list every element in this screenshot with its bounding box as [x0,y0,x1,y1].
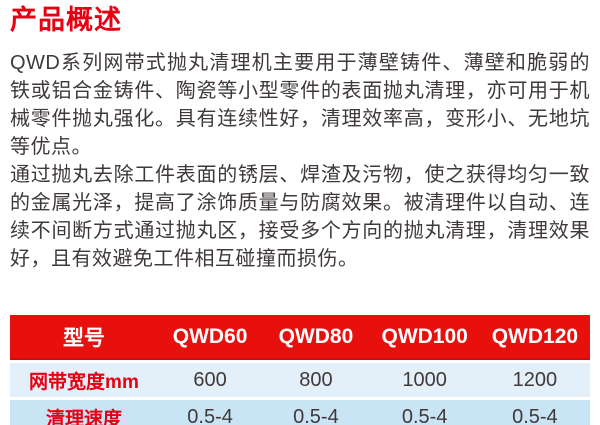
cell-belt-width-qwd100: 1000 [369,363,480,398]
table-row-cleaning-speed: 清理速度 0.5-4 0.5-4 0.5-4 0.5-4 [10,400,590,425]
header-cell-qwd80: QWD80 [262,315,370,361]
cell-belt-width-qwd60: 600 [157,363,263,398]
spec-table-header: 型号 QWD60 QWD80 QWD100 QWD120 [10,315,590,361]
product-description: QWD系列网带式抛丸清理机主要用于薄壁铸件、薄壁和脆弱的铁或铝合金铸件、陶瓷等小… [10,49,590,273]
header-cell-qwd60: QWD60 [157,315,263,361]
description-paragraph-2: 通过抛丸去除工件表面的锈层、焊渣及污物，使之获得均匀一致的金属光泽，提高了涂饰质… [10,164,590,271]
row-label-belt-width: 网带宽度mm [10,363,158,398]
header-cell-qwd120: QWD120 [479,315,590,361]
header-cell-qwd100: QWD100 [369,315,480,361]
row-label-cleaning-speed: 清理速度 [10,400,158,425]
table-header-row: 型号 QWD60 QWD80 QWD100 QWD120 [10,315,590,361]
spec-table-body: 网带宽度mm 600 800 1000 1200 清理速度 0.5-4 0.5-… [10,363,590,425]
cell-belt-width-qwd80: 800 [262,363,370,398]
page-title: 产品概述 [10,5,122,35]
cell-belt-width-qwd120: 1200 [479,363,590,398]
cell-cleaning-speed-qwd100: 0.5-4 [369,400,480,425]
description-paragraph-1: QWD系列网带式抛丸清理机主要用于薄壁铸件、薄壁和脆弱的铁或铝合金铸件、陶瓷等小… [10,52,590,159]
cell-cleaning-speed-qwd60: 0.5-4 [157,400,263,425]
cell-cleaning-speed-qwd80: 0.5-4 [262,400,370,425]
cell-cleaning-speed-qwd120: 0.5-4 [479,400,590,425]
table-row-belt-width: 网带宽度mm 600 800 1000 1200 [10,363,590,398]
spec-table: 型号 QWD60 QWD80 QWD100 QWD120 网带宽度mm 600 … [10,312,590,425]
header-cell-model: 型号 [10,315,158,361]
